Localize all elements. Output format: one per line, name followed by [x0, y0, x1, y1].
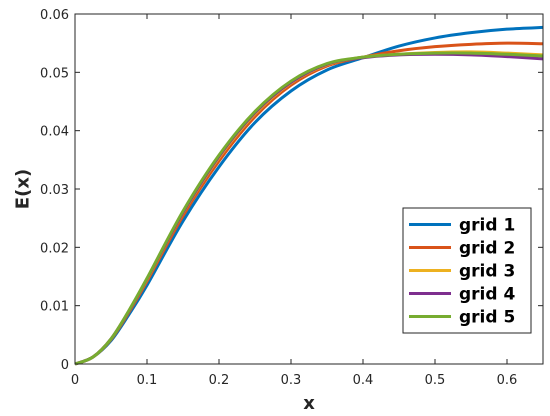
x-tick-label: 0.4	[353, 373, 374, 388]
legend-label: grid 3	[459, 262, 515, 282]
legend-label: grid 1	[459, 216, 515, 236]
y-axis-title: E(x)	[12, 169, 33, 209]
x-tick-label: 0.2	[209, 373, 230, 388]
y-tick-label: 0	[61, 358, 69, 373]
y-tick-label: 0.03	[40, 183, 69, 198]
legend: grid 1 grid 2 grid 3 grid 4 grid 5	[402, 207, 532, 334]
legend-label: grid 5	[459, 308, 515, 328]
x-tick-label: 0.6	[497, 373, 518, 388]
legend-label: grid 4	[459, 285, 515, 305]
x-tick-label: 0	[71, 373, 79, 388]
y-tick-label: 0.01	[40, 300, 69, 315]
y-tick-label: 0.04	[40, 125, 69, 140]
series-line-grid-5	[74, 51, 544, 366]
y-tick-label: 0.06	[40, 8, 69, 23]
legend-label: grid 2	[459, 239, 515, 259]
x-tick-label: 0.5	[425, 373, 446, 388]
series-layer	[74, 25, 544, 366]
x-axis-title: x	[303, 393, 315, 414]
x-tick-label: 0.1	[137, 373, 158, 388]
ticks-layer: 0 0.1 0.2 0.3 0.4 0.5 0.6 0 0.01 0.02 0.03 0.04 0.05…	[40, 8, 543, 388]
x-tick-label: 0.3	[281, 373, 302, 388]
y-tick-label: 0.05	[40, 66, 69, 81]
y-tick-label: 0.02	[40, 241, 69, 256]
